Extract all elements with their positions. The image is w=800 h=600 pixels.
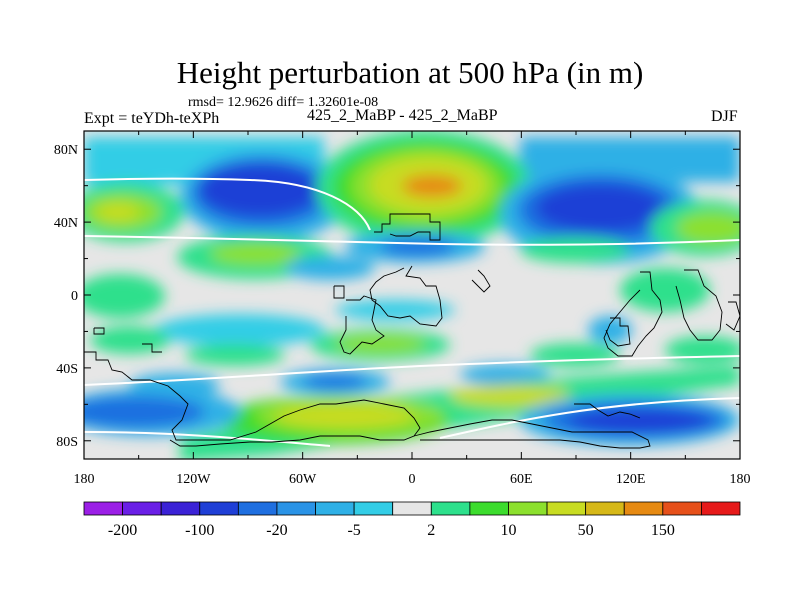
tropic-east-high	[620, 268, 710, 312]
colorbar-swatch-5	[276, 501, 316, 516]
outline-antarctica-east	[413, 419, 651, 449]
y-tick-label: 80S	[56, 435, 78, 450]
nh-subtropic-high-core	[210, 243, 300, 265]
colorbar-swatch-11	[508, 501, 548, 516]
nh-west-low-core	[200, 164, 320, 216]
zero-contour-sh-east	[439, 397, 740, 439]
colorbar-label: 150	[651, 522, 675, 539]
outline-arabia	[471, 269, 491, 293]
outline-indonesia	[605, 317, 631, 347]
colorbar-labels: -200 -100 -20 -5 2 10 50 150	[108, 522, 675, 539]
y-tick-label: 80N	[54, 143, 78, 158]
outline-south-america	[339, 295, 385, 355]
sh-east-low-core	[568, 409, 712, 433]
x-tick-label: 180	[730, 472, 751, 487]
outline-australia-east	[675, 269, 723, 341]
outline-north-atlantic	[374, 213, 441, 241]
colorbar-label: -200	[108, 522, 137, 539]
zero-contour-nh-subtropic	[84, 235, 740, 246]
outline-island-west	[93, 327, 105, 335]
x-tick-label: 0	[409, 472, 416, 487]
sh-subtropic-low-central	[335, 300, 455, 320]
experiment-label: Expt = teYDh-teXPh	[84, 110, 220, 127]
colorbar-swatch-2	[160, 501, 201, 516]
sh-50s-low-core	[303, 375, 367, 389]
outline-antarctica-west	[84, 351, 421, 447]
colorbar-label: -20	[266, 522, 287, 539]
colorbar-label: 2	[427, 522, 435, 539]
nh-subtropic-low-west	[285, 256, 375, 280]
colorbar-swatch-14	[623, 501, 664, 516]
outline-island-sw	[142, 343, 162, 353]
y-tick-label: 0	[71, 289, 78, 304]
x-tick-label: 120W	[176, 472, 211, 487]
rmsd-stats: rmsd= 12.9626 diff= 1.32601e-08	[188, 95, 379, 110]
sh-positive-band-core	[275, 404, 415, 428]
sh-positive-band-core-east	[450, 385, 570, 407]
contour-field	[84, 131, 740, 459]
outline-new-zealand	[725, 301, 740, 331]
nh-fareast-high-core	[676, 212, 740, 244]
case-label: 425_2_MaBP - 425_2_MaBP	[307, 107, 498, 124]
nh-farwest-high-core	[96, 203, 140, 221]
sh-midlat-high-farwest	[90, 326, 170, 354]
nh-subtropic-low-core	[380, 238, 456, 256]
colorbar	[83, 501, 741, 516]
nh-central-high-core	[402, 175, 462, 197]
y-axis-labels: 80N 40N 0 40S 80S	[54, 143, 78, 450]
colorbar-swatch-7	[353, 501, 394, 516]
zero-contour-sh-west	[84, 431, 331, 447]
colorbar-swatch-1	[122, 501, 162, 516]
nh-east-low-core	[536, 184, 664, 232]
colorbar-swatch-13	[585, 501, 625, 516]
colorbar-swatch-9	[430, 501, 471, 516]
x-tick-label: 180	[74, 472, 95, 487]
sh-midlat-high-central-core	[334, 335, 426, 353]
colorbar-swatch-16	[701, 501, 741, 516]
x-tick-label: 60W	[289, 472, 317, 487]
zero-contour-nh-west	[84, 177, 371, 231]
sh-midlat-high-east	[530, 343, 620, 367]
x-tick-label: 120E	[616, 472, 646, 487]
sh-50s-low-east	[460, 364, 550, 386]
colorbar-swatch-3	[199, 501, 239, 516]
x-axis-labels: 180 120W 60W 0 60E 120E 180	[74, 472, 751, 487]
colorbar-swatch-10	[469, 501, 509, 516]
outline-australia-west	[603, 271, 663, 357]
nh-subtropic-high-east	[520, 237, 630, 263]
zero-contour-sh-north	[84, 355, 740, 386]
colorbar-swatch-15	[662, 501, 702, 516]
outline-africa	[369, 265, 443, 327]
colorbar-swatch-12	[546, 501, 587, 516]
chart-title: Height perturbation at 500 hPa (in m)	[176, 55, 644, 90]
outline-caribbean	[333, 285, 345, 299]
colorbar-label: 50	[578, 522, 594, 539]
continent-outlines	[84, 213, 740, 449]
y-tick-label: 40N	[54, 216, 78, 231]
colorbar-swatch-8	[392, 501, 432, 516]
y-tick-label: 40S	[56, 362, 78, 377]
axis-ticks	[83, 131, 741, 459]
colorbar-label: -5	[347, 522, 360, 539]
colorbar-label: -100	[185, 522, 214, 539]
season-label: DJF	[711, 108, 738, 125]
tropic-west-high	[84, 274, 165, 318]
sh-west-low-core	[84, 396, 205, 428]
tropic-east-low	[588, 316, 632, 344]
colorbar-swatch-4	[237, 501, 278, 516]
sh-subtropic-low-west	[155, 314, 325, 346]
x-tick-label: 60E	[510, 472, 533, 487]
colorbar-label: 10	[500, 522, 516, 539]
colorbar-swatch-0	[83, 501, 123, 516]
colorbar-swatch-6	[315, 501, 355, 516]
sh-midlat-high-west	[185, 344, 285, 366]
outline-antarctic-coast	[574, 403, 641, 419]
